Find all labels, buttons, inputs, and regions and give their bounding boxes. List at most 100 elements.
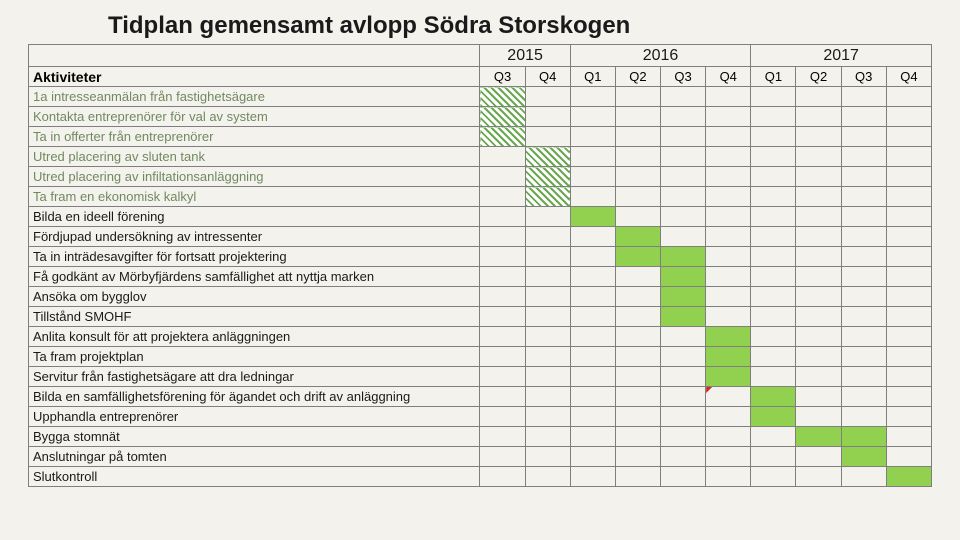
gantt-cell: [480, 287, 525, 307]
table-row: Ta in inträdesavgifter för fortsatt proj…: [29, 247, 932, 267]
gantt-cell: [796, 347, 841, 367]
gantt-cell: [615, 407, 660, 427]
empty-corner: [29, 45, 480, 67]
gantt-cell: [570, 367, 615, 387]
gantt-cell: [706, 187, 751, 207]
gantt-cell: [796, 407, 841, 427]
gantt-cell: [480, 107, 525, 127]
gantt-cell: [796, 247, 841, 267]
gantt-cell: [615, 147, 660, 167]
gantt-cell: [796, 107, 841, 127]
activity-label: Ta fram en ekonomisk kalkyl: [29, 187, 480, 207]
gantt-cell: [525, 447, 570, 467]
activity-label: Ta in offerter från entreprenörer: [29, 127, 480, 147]
gantt-cell: [525, 267, 570, 287]
gantt-cell: [615, 307, 660, 327]
gantt-cell: [706, 227, 751, 247]
gantt-cell: [570, 207, 615, 227]
gantt-cell: [570, 307, 615, 327]
gantt-cell: [661, 167, 706, 187]
gantt-cell: [751, 267, 796, 287]
gantt-cell: [841, 447, 886, 467]
gantt-cell: [886, 247, 931, 267]
red-marker-icon: [706, 387, 712, 393]
gantt-cell: [615, 227, 660, 247]
gantt-cell: [570, 167, 615, 187]
table-row: Bilda en samfällighetsförening för ägand…: [29, 387, 932, 407]
gantt-cell: [661, 407, 706, 427]
gantt-cell: [480, 347, 525, 367]
gantt-cell: [796, 447, 841, 467]
gantt-cell: [615, 327, 660, 347]
gantt-cell: [751, 467, 796, 487]
gantt-cell: [525, 167, 570, 187]
gantt-cell: [796, 287, 841, 307]
gantt-cell: [480, 227, 525, 247]
activity-label: Ansöka om bygglov: [29, 287, 480, 307]
activity-label: Bilda en samfällighetsförening för ägand…: [29, 387, 480, 407]
table-row: Upphandla entreprenörer: [29, 407, 932, 427]
gantt-cell: [525, 187, 570, 207]
gantt-cell: [661, 127, 706, 147]
gantt-cell: [661, 227, 706, 247]
activity-label: Anslutningar på tomten: [29, 447, 480, 467]
gantt-cell: [480, 427, 525, 447]
gantt-cell: [841, 87, 886, 107]
table-row: Bygga stomnät: [29, 427, 932, 447]
gantt-cell: [751, 447, 796, 467]
gantt-cell: [796, 467, 841, 487]
page-title: Tidplan gemensamt avlopp Södra Storskoge…: [108, 12, 932, 40]
gantt-cell: [886, 367, 931, 387]
gantt-cell: [751, 207, 796, 227]
gantt-cell: [886, 107, 931, 127]
gantt-cell: [751, 327, 796, 347]
gantt-cell: [480, 187, 525, 207]
gantt-cell: [886, 467, 931, 487]
gantt-cell: [706, 447, 751, 467]
gantt-cell: [841, 367, 886, 387]
gantt-cell: [886, 187, 931, 207]
table-row: Slutkontroll: [29, 467, 932, 487]
gantt-cell: [751, 247, 796, 267]
gantt-cell: [525, 367, 570, 387]
year-header: 2016: [570, 45, 751, 67]
gantt-cell: [841, 287, 886, 307]
gantt-cell: [796, 267, 841, 287]
activity-label: Utred placering av sluten tank: [29, 147, 480, 167]
gantt-cell: [615, 187, 660, 207]
gantt-cell: [706, 427, 751, 447]
year-header: 2015: [480, 45, 570, 67]
table-row: 1a intresseanmälan från fastighetsägare: [29, 87, 932, 107]
gantt-cell: [706, 307, 751, 327]
gantt-cell: [751, 427, 796, 447]
gantt-cell: [661, 367, 706, 387]
quarter-header: Q4: [525, 67, 570, 87]
table-row: Servitur från fastighetsägare att dra le…: [29, 367, 932, 387]
gantt-cell: [615, 207, 660, 227]
gantt-cell: [525, 347, 570, 367]
gantt-cell: [751, 387, 796, 407]
gantt-cell: [661, 447, 706, 467]
gantt-cell: [615, 467, 660, 487]
gantt-cell: [796, 367, 841, 387]
gantt-cell: [706, 107, 751, 127]
gantt-cell: [886, 207, 931, 227]
gantt-cell: [525, 387, 570, 407]
gantt-cell: [570, 387, 615, 407]
gantt-cell: [480, 267, 525, 287]
gantt-cell: [480, 87, 525, 107]
gantt-cell: [661, 387, 706, 407]
activity-label: 1a intresseanmälan från fastighetsägare: [29, 87, 480, 107]
table-row: Anlita konsult för att projektera anlägg…: [29, 327, 932, 347]
gantt-cell: [796, 307, 841, 327]
gantt-cell: [661, 87, 706, 107]
gantt-cell: [886, 407, 931, 427]
gantt-cell: [525, 467, 570, 487]
year-header-row: 2015 2016 2017: [29, 45, 932, 67]
gantt-cell: [661, 207, 706, 227]
gantt-cell: [570, 427, 615, 447]
gantt-cell: [570, 127, 615, 147]
gantt-cell: [615, 247, 660, 267]
gantt-cell: [706, 207, 751, 227]
table-row: Utred placering av sluten tank: [29, 147, 932, 167]
